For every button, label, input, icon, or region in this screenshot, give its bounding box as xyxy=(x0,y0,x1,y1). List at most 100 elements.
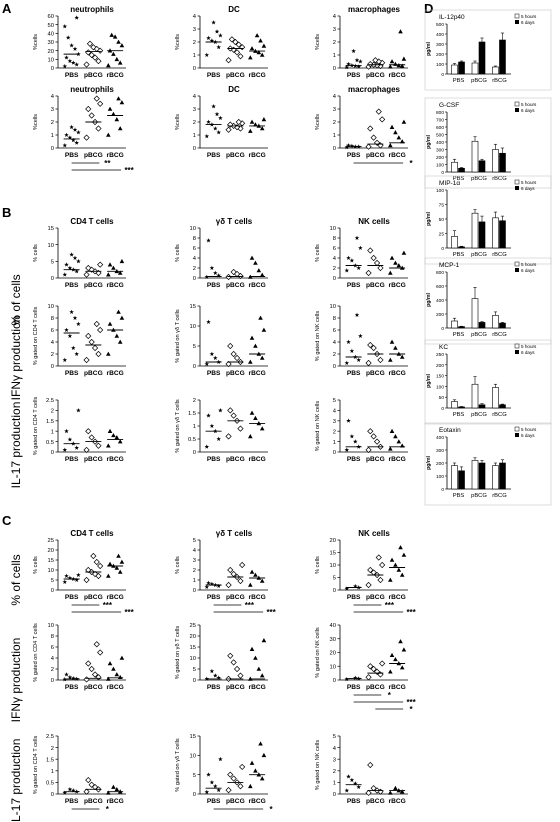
data-point xyxy=(237,53,244,60)
data-point xyxy=(370,134,377,141)
data-point xyxy=(85,264,92,272)
data-point xyxy=(346,339,351,344)
bar-5-hours xyxy=(451,64,458,75)
scatter-plot-c4: 0 2 4 6 8 10 % gated on CD4 T cells PBS pBCG rBCG xyxy=(33,623,126,691)
data-point xyxy=(117,569,123,574)
y-tick-label: 250 xyxy=(436,352,444,358)
y-tick-label: 75 xyxy=(439,203,445,209)
data-point xyxy=(230,412,237,419)
data-point xyxy=(206,238,211,243)
data-point xyxy=(259,272,265,277)
x-tick-label: PBS xyxy=(207,798,221,805)
data-point xyxy=(93,320,100,328)
y-tick-label: 2 xyxy=(193,266,196,272)
y-tick-label: 3 xyxy=(333,419,336,425)
data-point xyxy=(353,583,358,589)
x-tick-label: rBCG xyxy=(389,684,406,691)
data-point xyxy=(259,673,265,678)
y-axis-label: pg/ml xyxy=(426,212,432,226)
legend-label: 5 hours xyxy=(521,262,537,267)
data-point xyxy=(93,641,100,648)
data-point xyxy=(253,343,258,348)
chart-frame xyxy=(424,257,552,345)
y-tick-label: 1 xyxy=(333,440,336,446)
data-point xyxy=(62,579,68,584)
data-point xyxy=(64,672,69,677)
y-tick-label: 100 xyxy=(436,188,444,194)
y-tick-label: 0 xyxy=(441,406,444,412)
data-point xyxy=(248,359,253,364)
data-point xyxy=(204,361,210,366)
data-point xyxy=(399,665,405,670)
data-point xyxy=(114,435,120,440)
data-point xyxy=(91,54,99,61)
data-point xyxy=(76,408,81,413)
data-point xyxy=(365,581,372,589)
data-point xyxy=(389,124,395,129)
y-tick-label: 10 xyxy=(48,623,54,629)
data-point xyxy=(117,439,123,444)
bar-chart-d4: MCP-1 0 200 400 600 800 pg/ml PBS pBCG rBCG 5 hour… xyxy=(424,257,552,345)
y-tick-label: 2 xyxy=(333,40,336,46)
y-tick-label: 3 xyxy=(333,27,336,33)
data-point xyxy=(211,20,216,25)
bar-6-days xyxy=(499,462,506,490)
data-point xyxy=(235,118,242,126)
data-point xyxy=(88,665,95,673)
chart-title: IL-12p40 xyxy=(439,14,465,21)
data-point xyxy=(227,566,234,574)
data-point xyxy=(93,558,100,566)
data-point xyxy=(62,790,68,795)
y-tick-label: 3 xyxy=(193,558,196,564)
data-point xyxy=(206,580,211,585)
data-point xyxy=(225,126,232,133)
y-tick-label: 0.5 xyxy=(46,440,54,446)
data-point xyxy=(365,269,372,277)
x-tick-label: PBS xyxy=(207,370,221,377)
scatter-plot-a2: DC 0 1 2 3 4 %cells PBS pBCG rBCG xyxy=(175,5,268,79)
scatter-plot-c3: NK cells 0 5 10 15 20 % cells PBS pBCG rBCG*** *** xyxy=(315,529,417,617)
data-point xyxy=(344,64,350,70)
y-tick-label: 6 xyxy=(333,246,336,252)
legend-swatch-black xyxy=(515,350,519,354)
y-tick-label: 15 xyxy=(48,226,54,232)
y-tick-label: 1 xyxy=(333,781,336,787)
data-point xyxy=(261,638,267,643)
data-point xyxy=(85,660,92,667)
data-point xyxy=(213,355,218,360)
data-point xyxy=(97,562,104,570)
data-point xyxy=(377,576,384,584)
chart-title: NK cells xyxy=(358,529,390,538)
y-tick-label: 6 xyxy=(51,645,54,651)
data-point xyxy=(396,439,402,444)
data-point xyxy=(225,273,232,281)
y-tick-label: 1 xyxy=(193,578,196,584)
data-point xyxy=(106,676,111,681)
data-point xyxy=(399,789,405,794)
data-point xyxy=(216,130,221,135)
legend-label: 6 days xyxy=(521,20,535,25)
data-point xyxy=(346,774,351,779)
scatter-plot-a1: neutrophils 0 10 20 30 40 50 60 %cells PBS pBCG rBC… xyxy=(33,5,126,79)
y-tick-label: 15 xyxy=(330,551,336,557)
bar-5-hours xyxy=(471,383,479,409)
data-point xyxy=(67,674,73,680)
data-point xyxy=(83,271,90,278)
data-point xyxy=(377,356,384,364)
x-tick-label: pBCG xyxy=(84,456,103,463)
y-tick-label: 1 xyxy=(51,429,54,435)
x-tick-label: pBCG xyxy=(84,152,103,159)
data-point xyxy=(83,134,90,141)
data-point xyxy=(259,52,265,57)
y-tick-label: 10 xyxy=(48,243,54,249)
data-point xyxy=(256,666,262,671)
y-tick-label: 0 xyxy=(51,792,54,798)
x-tick-label: PBS xyxy=(453,412,465,418)
data-point xyxy=(261,43,267,48)
data-point xyxy=(117,270,123,275)
data-point xyxy=(86,40,94,47)
y-tick-label: 300 xyxy=(436,448,444,454)
scatter-plot-b9: 0 1 2 3 4 5 % gated on NK cells PBS pBCG rBCG xyxy=(315,398,408,463)
y-tick-label: 0 xyxy=(441,170,444,176)
data-point xyxy=(258,38,263,43)
